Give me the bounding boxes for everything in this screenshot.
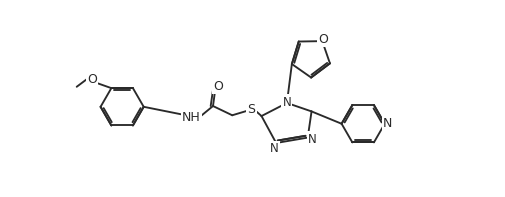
Text: O: O [87, 72, 97, 85]
Text: N: N [383, 117, 392, 130]
Text: N: N [308, 133, 317, 146]
Text: O: O [214, 80, 223, 93]
Text: N: N [282, 96, 291, 109]
Text: S: S [247, 103, 256, 116]
Text: NH: NH [182, 111, 201, 124]
Text: N: N [270, 142, 279, 155]
Text: O: O [318, 33, 328, 46]
